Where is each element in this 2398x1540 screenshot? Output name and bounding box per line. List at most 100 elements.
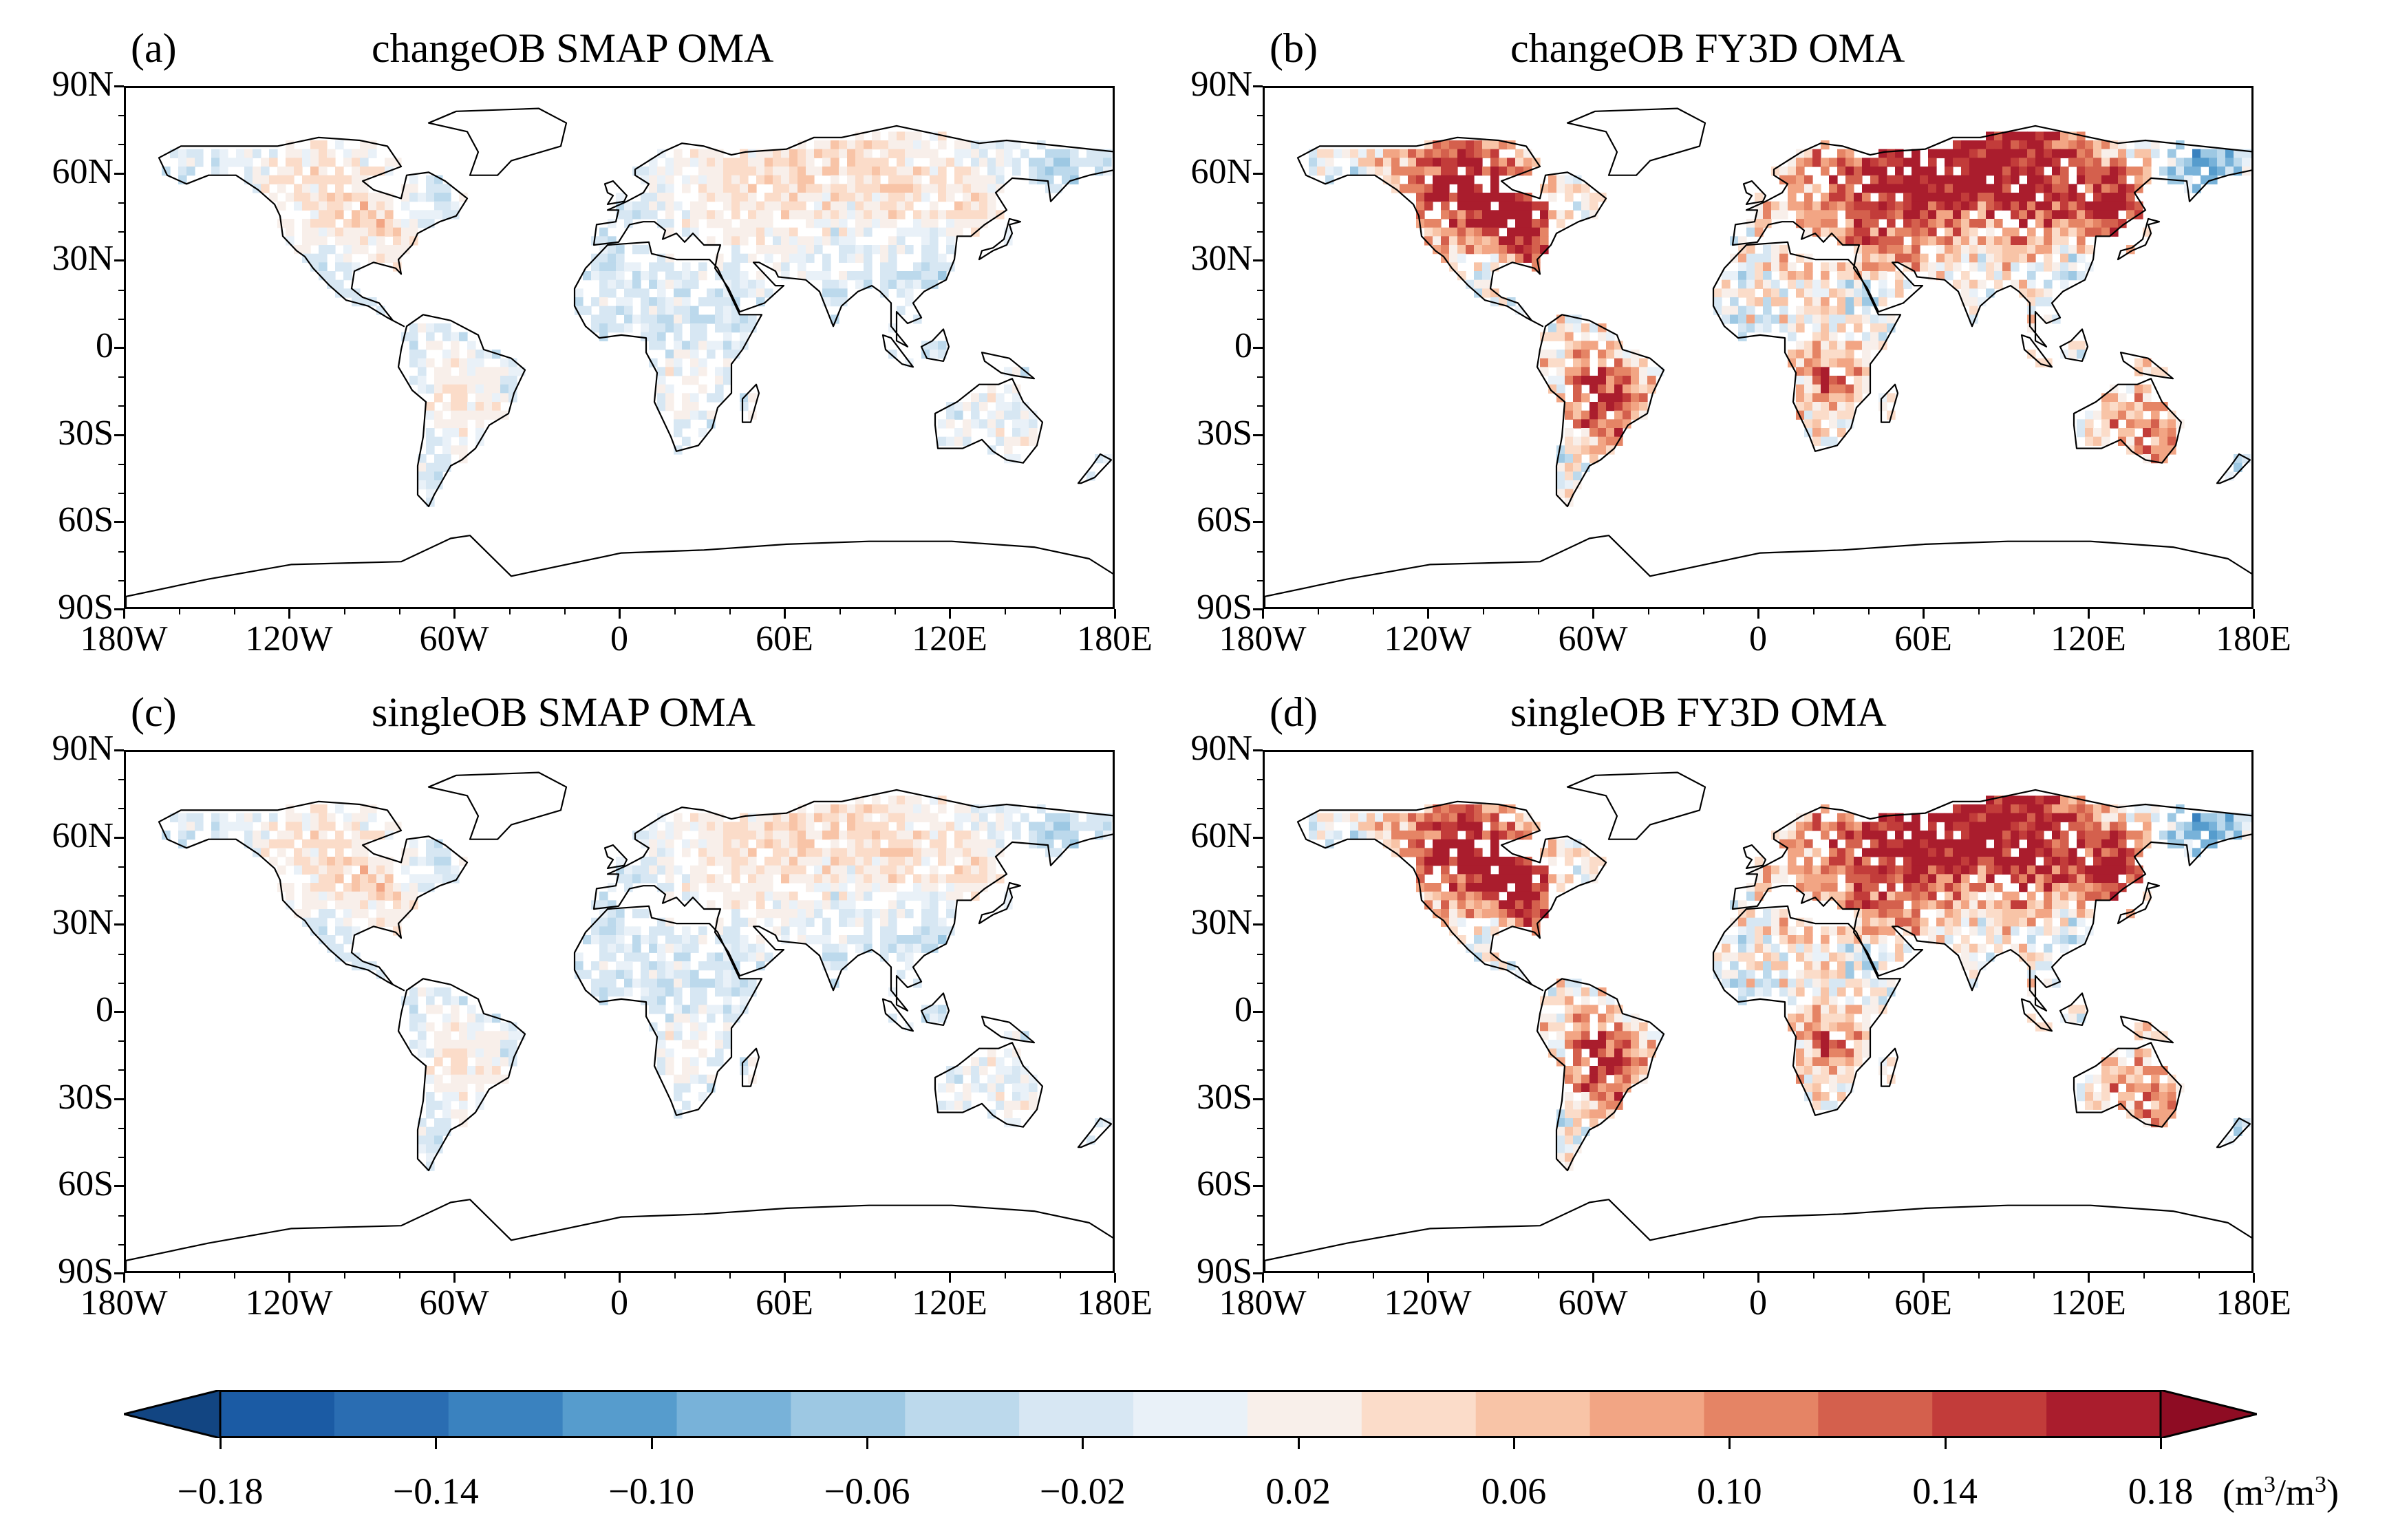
grid-cell [1755,314,1764,324]
grid-cell [690,402,699,411]
grid-cell [1945,175,1953,184]
grid-cell [1779,961,1788,971]
grid-cell [954,201,963,211]
grid-cell [723,943,732,953]
grid-cell [2093,140,2102,150]
grid-cell [1870,219,1879,228]
grid-cell [1482,883,1491,892]
x-tick-label: 0 [1749,619,1767,659]
grid-cell [1821,952,1830,962]
grid-cell [401,227,410,237]
grid-cell [715,393,724,403]
grid-cell [698,193,707,202]
grid-cell [434,471,443,481]
grid-cell [707,952,716,962]
grid-cell [1969,943,1978,953]
grid-cell [847,865,856,875]
grid-cell [1730,314,1739,324]
grid-cell [302,201,311,211]
grid-cell [822,874,831,884]
grid-cell [492,1066,501,1076]
grid-cell [599,227,608,237]
grid-cell [1449,804,1458,814]
grid-cell [616,279,625,289]
grid-cell [649,978,658,988]
grid-cell [1474,236,1483,246]
grid-cell [1969,865,1978,875]
grid-cell [2085,883,2094,892]
grid-cell [682,848,691,857]
grid-cell [1029,1100,1038,1110]
grid-cell [707,158,716,167]
y-minor-tick [118,1243,124,1245]
grid-cell [1953,943,1962,953]
grid-cell [1062,158,1071,167]
grid-cell [1804,201,1813,211]
grid-cell [1598,384,1607,394]
grid-cell [872,201,881,211]
grid-cell [1829,384,1838,394]
grid-cell [2011,167,2020,176]
grid-cell [2052,831,2061,840]
grid-cell [352,210,361,220]
grid-cell [1441,804,1450,814]
grid-cell [385,158,394,167]
grid-cell [698,210,707,220]
grid-cell [946,245,955,255]
grid-cell [1490,891,1499,901]
grid-cell [789,167,798,176]
grid-cell [1400,831,1409,840]
grid-cell [789,813,798,822]
grid-cell [1062,831,1071,840]
grid-cell [484,384,493,394]
grid-cell [1994,883,2003,892]
grid-cell [409,323,418,333]
grid-cell [1986,874,1995,884]
grid-cell [938,1083,947,1093]
grid-cell [2159,428,2168,438]
grid-cell [1482,193,1491,202]
grid-cell [1821,891,1830,901]
grid-cell [1573,350,1582,359]
grid-cell [781,874,790,884]
grid-cell [2101,839,2110,848]
grid-cell [674,358,683,367]
y-minor-tick [118,750,124,751]
grid-cell [2126,193,2135,202]
grid-cell [467,410,476,420]
grid-cell [1796,271,1805,281]
grid-cell [1895,891,1904,901]
grid-cell [1878,210,1887,220]
grid-cell [1920,848,1929,857]
grid-cell [1482,271,1491,281]
grid-cell [797,831,806,840]
grid-cell [1978,279,1987,289]
grid-cell [864,813,873,822]
grid-cell [2035,245,2044,255]
grid-cell [616,253,625,263]
grid-cell [665,175,674,184]
grid-cell [756,227,765,237]
x-minor-tick [454,609,456,614]
grid-cell [797,848,806,857]
y-tick-label: 0 [96,990,114,1029]
grid-cell [1457,865,1466,875]
grid-cell [2242,822,2251,831]
grid-cell [426,210,435,220]
grid-cell [1796,210,1805,220]
grid-cell [1400,848,1409,857]
grid-cell [1829,822,1838,831]
grid-cell [1878,909,1887,919]
grid-cell [451,393,460,403]
grid-cell [2217,831,2226,840]
grid-cell [773,193,782,202]
grid-cell [1449,219,1458,228]
grid-cell [244,822,253,831]
grid-cell [1540,201,1549,211]
grid-cell [1755,323,1764,333]
grid-cell [715,367,724,376]
grid-cell [2019,822,2028,831]
grid-cell [789,236,798,246]
grid-cell [2151,140,2160,150]
grid-cell [1969,175,1978,184]
